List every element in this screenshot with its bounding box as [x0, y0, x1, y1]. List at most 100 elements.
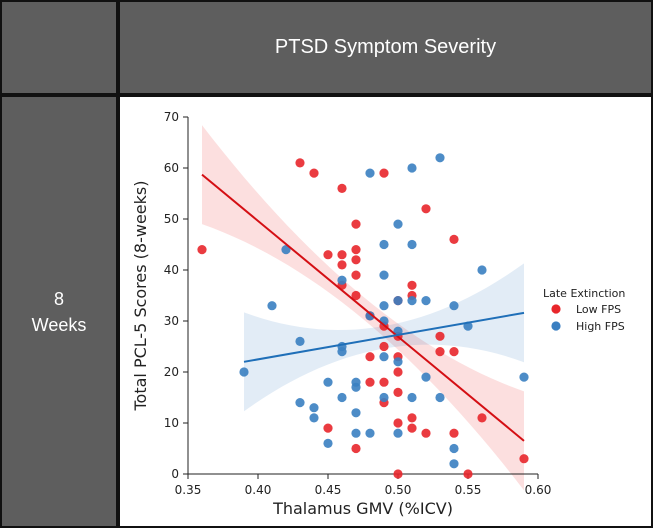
- low-fps-point: [421, 428, 431, 438]
- x-tick-label: 0.60: [525, 483, 552, 497]
- high-fps-point: [337, 347, 347, 357]
- high-fps-point: [351, 382, 361, 392]
- high-fps-point: [421, 296, 431, 306]
- low-fps-point: [337, 183, 347, 193]
- low-fps-point: [337, 260, 347, 270]
- y-tick-label: 50: [164, 212, 179, 226]
- y-axis-label: Total PCL-5 Scores (8-weeks): [131, 181, 150, 412]
- low-fps-point: [379, 377, 389, 387]
- low-fps-point: [197, 245, 207, 255]
- axes: 0.35 0.40 0.45 0.50 0.55 0.60 0 10 20 30 40 50 60 70: [164, 110, 552, 497]
- high-fps-point: [379, 352, 389, 362]
- low-fps-point: [351, 270, 361, 280]
- y-tick-label: 40: [164, 263, 179, 277]
- high-fps-point: [379, 239, 389, 250]
- legend: Late Extinction Low FPS High FPS: [543, 287, 625, 333]
- low-fps-point: [351, 245, 361, 255]
- high-fps-point: [337, 275, 347, 285]
- low-fps-legend-marker: [551, 304, 561, 314]
- low-fps-point: [463, 469, 473, 479]
- high-fps-point: [379, 301, 389, 311]
- low-fps-point: [337, 250, 347, 260]
- low-fps-point: [477, 413, 487, 423]
- high-fps-point: [239, 367, 249, 377]
- high-fps-point: [309, 403, 319, 413]
- row-header-text: 8 Weeks: [32, 286, 87, 338]
- row-header-line-2: Weeks: [31, 314, 87, 335]
- y-tick-label: 60: [164, 161, 179, 175]
- low-fps-point: [365, 377, 375, 387]
- high-fps-point: [365, 428, 375, 438]
- high-fps-point: [267, 301, 277, 311]
- high-fps-point: [449, 459, 459, 469]
- y-tick-label: 10: [164, 416, 179, 430]
- x-tick-label: 0.50: [385, 483, 412, 497]
- high-fps-point: [309, 413, 319, 423]
- high-fps-point: [393, 219, 403, 229]
- low-fps-point: [449, 234, 459, 244]
- high-fps-point: [407, 392, 417, 403]
- low-fps-point: [351, 255, 361, 265]
- low-fps-point: [351, 219, 361, 229]
- y-tick-label: 30: [164, 314, 179, 328]
- row-header-line-1: 8: [53, 288, 64, 309]
- high-fps-point: [337, 392, 347, 403]
- y-tick-label: 0: [171, 467, 179, 481]
- high-fps-fit-line: [243, 311, 525, 363]
- x-tick-label: 0.40: [245, 483, 272, 497]
- low-fps-point: [421, 204, 431, 214]
- low-fps-point: [323, 250, 333, 260]
- y-tick-label: 70: [164, 110, 179, 124]
- high-fps-point: [421, 372, 431, 382]
- low-fps-point: [393, 418, 403, 428]
- high-fps-point: [435, 153, 445, 163]
- low-fps-point: [309, 168, 319, 178]
- low-fps-point: [449, 347, 459, 357]
- low-fps-point: [393, 367, 403, 377]
- plot-cell: 0.35 0.40 0.45 0.50 0.55 0.60 0 10 20 30 40 50 60 70 …: [118, 95, 653, 528]
- low-fps-point: [407, 413, 417, 423]
- high-fps-point: [351, 408, 361, 418]
- low-fps-legend-label: Low FPS: [576, 303, 621, 316]
- low-fps-point: [379, 341, 389, 352]
- high-fps-point: [379, 392, 389, 403]
- high-fps-legend-label: High FPS: [576, 320, 625, 333]
- low-fps-point: [351, 443, 361, 454]
- high-fps-point: [393, 357, 403, 367]
- legend-title: Late Extinction: [543, 287, 625, 300]
- high-fps-point: [393, 428, 403, 438]
- high-fps-point: [323, 377, 333, 387]
- low-fps-point: [323, 423, 333, 433]
- x-tick-label: 0.35: [175, 483, 202, 497]
- high-fps-point: [435, 392, 445, 403]
- high-fps-point: [449, 301, 459, 311]
- high-fps-point: [365, 168, 375, 178]
- x-tick-label: 0.45: [315, 483, 342, 497]
- high-fps-point: [407, 296, 417, 306]
- high-fps-point: [295, 398, 305, 408]
- x-axis-label: Thalamus GMV (%ICV): [272, 499, 453, 518]
- scatter-chart: 0.35 0.40 0.45 0.50 0.55 0.60010203040506070 …: [131, 110, 625, 518]
- low-fps-point: [295, 158, 305, 168]
- low-fps-point: [365, 352, 375, 362]
- high-fps-point: [393, 296, 403, 306]
- high-fps-point: [323, 438, 333, 448]
- row-header-cell: 8 Weeks: [0, 95, 120, 528]
- high-fps-point: [407, 239, 417, 250]
- column-header-cell: PTSD Symptom Severity: [118, 0, 653, 97]
- low-fps-point: [379, 168, 389, 178]
- low-fps-point: [449, 428, 459, 438]
- low-fps-point: [407, 423, 417, 433]
- low-fps-point: [435, 331, 445, 341]
- high-fps-point: [365, 311, 375, 321]
- low-fps-fit-line: [201, 173, 525, 442]
- high-fps-legend-marker: [551, 321, 561, 331]
- low-fps-point: [519, 454, 529, 464]
- low-fps-point: [435, 347, 445, 357]
- low-fps-point: [351, 290, 361, 301]
- high-fps-point: [449, 443, 459, 454]
- low-fps-point: [407, 280, 417, 290]
- regression-lines: [201, 173, 525, 442]
- high-fps-point: [281, 245, 291, 255]
